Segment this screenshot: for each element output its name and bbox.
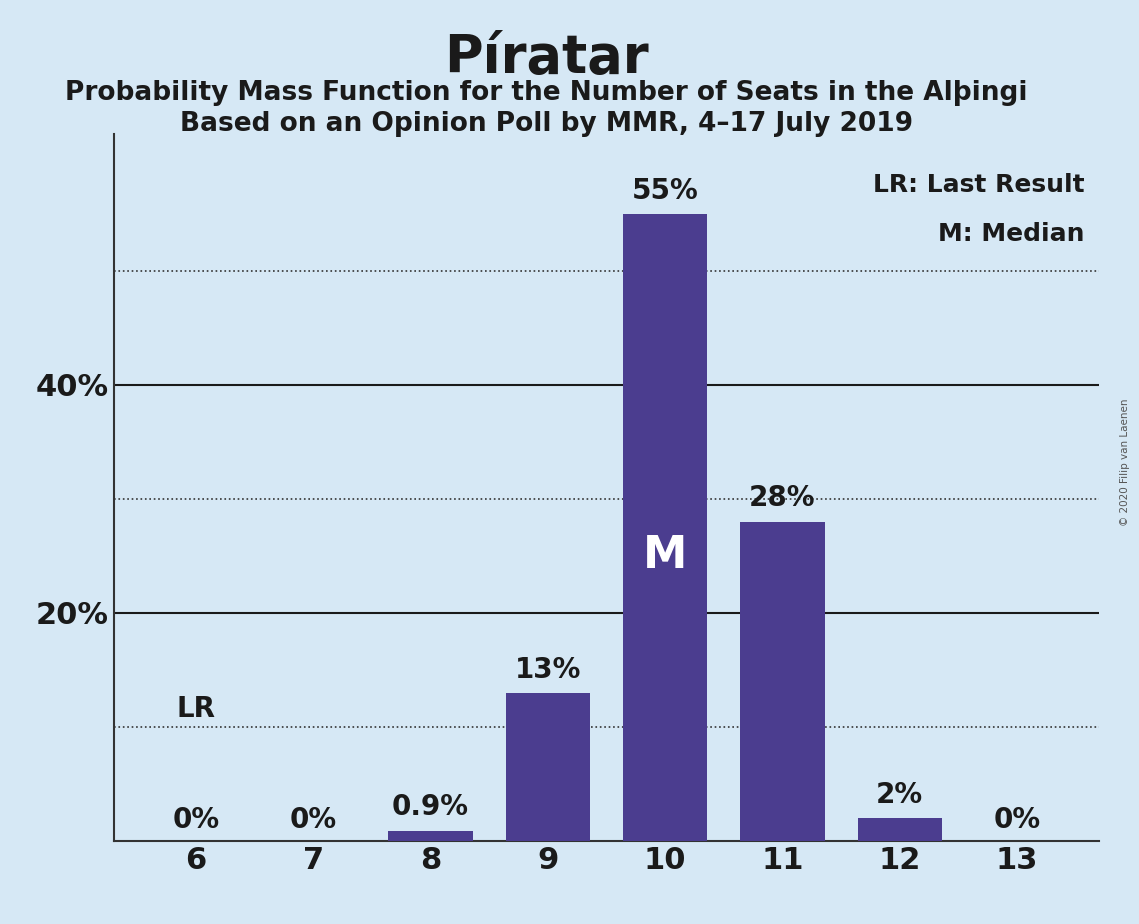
Text: Probability Mass Function for the Number of Seats in the Alþingi: Probability Mass Function for the Number… <box>65 80 1029 106</box>
Text: 0%: 0% <box>172 806 220 834</box>
Bar <box>506 693 590 841</box>
Text: Based on an Opinion Poll by MMR, 4–17 July 2019: Based on an Opinion Poll by MMR, 4–17 Ju… <box>180 111 913 137</box>
Text: © 2020 Filip van Laenen: © 2020 Filip van Laenen <box>1121 398 1130 526</box>
Bar <box>623 213 707 841</box>
Text: 28%: 28% <box>749 484 816 513</box>
Text: 55%: 55% <box>632 176 698 205</box>
Bar <box>740 522 825 841</box>
Text: Píratar: Píratar <box>444 32 649 84</box>
Text: LR: LR <box>177 696 215 723</box>
Text: LR: Last Result: LR: Last Result <box>872 173 1084 197</box>
Text: 13%: 13% <box>515 655 581 684</box>
Text: M: Median: M: Median <box>937 223 1084 247</box>
Text: 2%: 2% <box>876 781 924 808</box>
Text: 0%: 0% <box>289 806 337 834</box>
Text: 0%: 0% <box>993 806 1041 834</box>
Bar <box>858 818 942 841</box>
Text: 0.9%: 0.9% <box>392 794 469 821</box>
Text: M: M <box>644 534 687 578</box>
Bar <box>388 831 473 841</box>
